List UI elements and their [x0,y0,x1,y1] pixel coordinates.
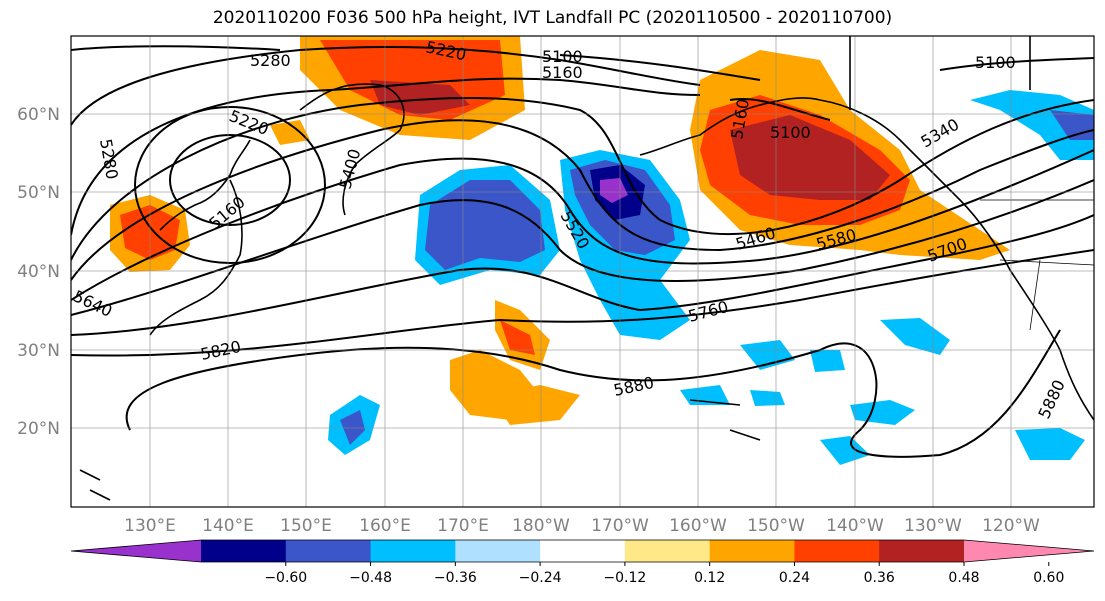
lon-tick-label: 160°E [359,516,411,536]
lon-tick-label: 140°W [826,516,884,536]
colorbar-swatch [285,540,372,562]
lon-tick-label: 180°W [512,516,570,536]
colorbar-swatch [624,540,711,562]
colorbar-swatch [540,540,626,562]
colorbar-tick-label: 0.48 [948,570,979,586]
colorbar: −0.60 −0.48 −0.36 −0.24 −0.12 0.12 0.24 0.36 0.4… [70,539,1095,586]
colorbar-tick-label: 0.12 [694,570,725,586]
contour-label: 5280 [250,51,291,70]
lon-tick-label: 130°W [904,516,962,536]
contour-label: 5100 [542,47,583,66]
colorbar-tick-label: −0.36 [434,570,477,586]
lat-tick-label: 40°N [17,262,60,282]
colorbar-swatch [879,540,965,562]
lon-tick-label: 160°W [669,516,727,536]
contour-label: 5880 [612,373,656,400]
lon-tick-label: 150°W [747,516,805,536]
colorbar-tick-label: 0.60 [1033,570,1064,586]
lon-tick-label: 150°E [280,516,332,536]
country-borders [980,199,1094,331]
colorbar-tick-label: 0.36 [864,570,895,586]
lon-tick-label: 120°W [982,516,1040,536]
colorbar-swatch [370,540,456,562]
coastlines [79,36,1094,501]
gridlines [71,36,1094,507]
lon-tick-label: 140°E [202,516,254,536]
contour-label: 5640 [70,286,115,320]
contour-label: 5100 [770,123,811,142]
lat-tick-label: 30°N [17,341,60,361]
colorbar-extension-low [71,540,201,562]
colorbar-tick-label: −0.12 [603,570,646,586]
colorbar-tick-label: −0.24 [519,570,562,586]
lon-tick-label: 170°W [591,516,649,536]
lon-tick-label: 130°E [124,516,176,536]
latitude-axis: 60°N 50°N 40°N 30°N 20°N [17,105,60,439]
lat-tick-label: 50°N [17,183,60,203]
contour-label: 5820 [199,337,243,364]
contour-label: 5280 [96,137,122,180]
contour-label: 5400 [336,147,365,191]
colorbar-swatch [201,540,287,562]
contour-label: 5760 [686,297,730,326]
colorbar-outline [70,539,1095,563]
map-title: 2020110200 F036 500 hPa height, IVT Land… [212,8,893,28]
lat-tick-label: 20°N [17,419,60,439]
colorbar-tick-label: −0.48 [349,570,392,586]
colorbar-swatch [794,540,880,562]
colorbar-swatch [709,540,795,562]
lon-tick-label: 170°E [437,516,489,536]
ivt-positive-shading [110,36,1010,425]
contour-label: 5220 [227,106,272,139]
colorbar-extension-high [964,540,1094,562]
colorbar-swatch [455,540,541,562]
colorbar-tick-label: 0.24 [779,570,810,586]
height-contours [71,45,1094,458]
colorbar-tick-label: −0.60 [264,570,307,586]
plot-frame [70,35,1095,508]
contour-label: 5880 [1034,377,1068,422]
longitude-axis: 130°E 140°E 150°E 160°E 170°E 180°W 170°… [124,516,1040,536]
contour-label: 5160 [542,63,583,82]
contour-label: 5100 [975,53,1016,72]
lat-tick-label: 60°N [17,105,60,125]
